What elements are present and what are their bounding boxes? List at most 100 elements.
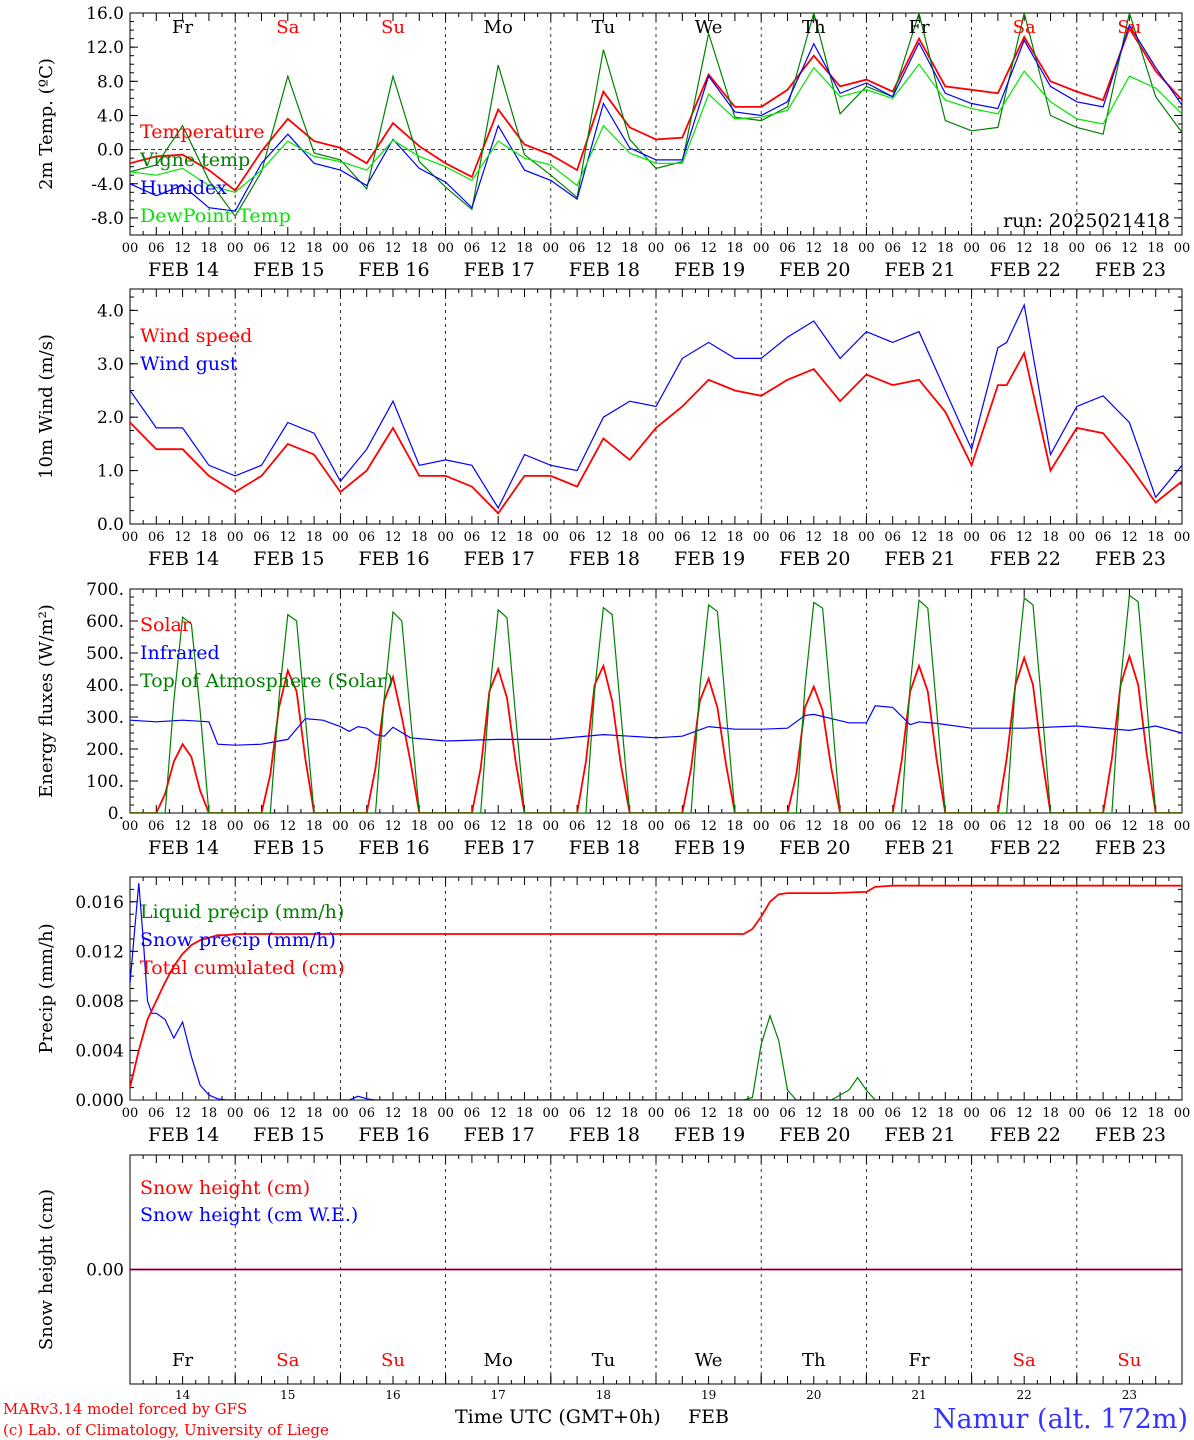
hour-label: 00 (543, 819, 560, 834)
y-tick-label: 0.00 (86, 1261, 124, 1281)
hour-label: 12 (700, 1106, 717, 1121)
legend-entry: Infrared (140, 642, 220, 664)
y-tick-label: 4.0 (97, 301, 124, 321)
y-axis-label: Snow height (cm) (36, 1189, 57, 1350)
hour-label: 06 (990, 819, 1007, 834)
hour-label: 00 (1069, 241, 1086, 256)
hour-label: 18 (516, 819, 533, 834)
hour-label: 12 (911, 530, 928, 545)
hour-label: 00 (1069, 1106, 1086, 1121)
hour-label: 18 (832, 241, 849, 256)
panels: -8.0 -4.0 0.0 4.0 8.0 12.0 16.0 2m Temp. (ºC) Te… (36, 4, 1190, 1402)
hour-label: 12 (1016, 819, 1033, 834)
legend-entry: Liquid precip (mm/h) (140, 901, 344, 923)
hour-label: 12 (911, 819, 928, 834)
hour-label: 00 (332, 819, 349, 834)
footer: MARv3.14 model forced by GFS (c) Lab. of… (3, 1400, 1188, 1439)
date-label: FEB 17 (464, 259, 535, 281)
y-tick-label: 100. (86, 772, 124, 792)
hour-label: 12 (911, 1106, 928, 1121)
credit-line-2: (c) Lab. of Climatology, University of L… (3, 1421, 329, 1439)
panel-2: 0.0 1.0 2.0 3.0 4.0 10m Wind (m/s) Wind speed W… (36, 288, 1191, 570)
date-label: FEB 20 (779, 259, 850, 281)
hour-label: 12 (1016, 1106, 1033, 1121)
hour-label: 06 (674, 241, 691, 256)
hour-label: 12 (490, 241, 507, 256)
hour-label: 00 (122, 241, 139, 256)
weekday-label: Th (802, 1350, 826, 1371)
hour-label: 12 (490, 819, 507, 834)
hour-label: 00 (437, 530, 454, 545)
date-label: FEB 23 (1095, 259, 1166, 281)
hour-label: 12 (385, 819, 402, 834)
y-axis-label: 2m Temp. (ºC) (36, 58, 57, 190)
date-label: FEB 20 (779, 837, 850, 859)
panel-5: 0.00 Snow height (cm) Snow height (cm) Snow… (36, 1154, 1183, 1402)
date-label: FEB 15 (253, 1124, 324, 1146)
hour-label: 06 (884, 241, 901, 256)
hour-label: 00 (1174, 530, 1191, 545)
date-label: FEB 19 (674, 548, 745, 570)
hour-label: 06 (253, 241, 270, 256)
hour-label: 06 (569, 241, 586, 256)
hour-label: 12 (490, 530, 507, 545)
date-label: FEB 21 (884, 548, 955, 570)
date-label: FEB 15 (253, 259, 324, 281)
hour-label: 00 (963, 530, 980, 545)
y-tick-label: 400. (86, 676, 124, 696)
hour-label: 18 (621, 1106, 638, 1121)
date-label: FEB 22 (990, 548, 1061, 570)
date-label: FEB 21 (884, 259, 955, 281)
y-tick-label: 500. (86, 644, 124, 664)
hour-label: 00 (858, 819, 875, 834)
hour-label: 00 (1174, 241, 1191, 256)
hour-label: 00 (122, 530, 139, 545)
y-tick-label: 0.016 (75, 893, 124, 913)
y-tick-label: 16.0 (86, 4, 124, 24)
hour-label: 00 (543, 241, 560, 256)
hour-label: 06 (358, 1106, 375, 1121)
date-label: FEB 18 (569, 259, 640, 281)
y-tick-label: 600. (86, 612, 124, 632)
legend-entry: DewPoint Temp (140, 205, 291, 227)
hour-label: 18 (621, 241, 638, 256)
hour-label: 12 (280, 530, 297, 545)
hour-label: 18 (937, 241, 954, 256)
hour-label: 12 (174, 1106, 191, 1121)
hour-label: 00 (753, 530, 770, 545)
hour-label: 06 (253, 530, 270, 545)
legend-entry: Total cumulated (cm) (140, 957, 345, 979)
hour-label: 12 (1016, 241, 1033, 256)
weekday-label: Mo (484, 1350, 513, 1371)
x-axis-month: FEB (688, 1406, 729, 1428)
hour-label: 06 (148, 819, 165, 834)
hour-label: 00 (543, 1106, 560, 1121)
hour-label: 06 (464, 241, 481, 256)
weekday-label: Fr (908, 1350, 929, 1371)
hour-label: 00 (332, 530, 349, 545)
hour-label: 06 (148, 241, 165, 256)
hour-label: 00 (753, 241, 770, 256)
hour-label: 18 (727, 530, 744, 545)
hour-label: 18 (1042, 1106, 1059, 1121)
hour-label: 06 (779, 819, 796, 834)
hour-label: 12 (911, 241, 928, 256)
hour-label: 12 (385, 241, 402, 256)
hour-label: 00 (227, 241, 244, 256)
date-label: FEB 14 (148, 259, 219, 281)
hour-label: 18 (727, 241, 744, 256)
hour-label: 00 (648, 1106, 665, 1121)
date-label: FEB 14 (148, 837, 219, 859)
hour-label: 06 (253, 819, 270, 834)
hour-label: 06 (253, 1106, 270, 1121)
hour-label: 18 (306, 819, 323, 834)
y-tick-label: 4.0 (97, 106, 124, 126)
date-label: FEB 23 (1095, 548, 1166, 570)
weekday-label: Sa (276, 1350, 299, 1371)
hour-label: 12 (1121, 819, 1138, 834)
date-label: FEB 15 (253, 837, 324, 859)
hour-label: 06 (990, 530, 1007, 545)
weekday-label: Fr (172, 1350, 193, 1371)
hour-label: 12 (806, 819, 823, 834)
legend-entry: Snow height (cm) (140, 1177, 310, 1199)
